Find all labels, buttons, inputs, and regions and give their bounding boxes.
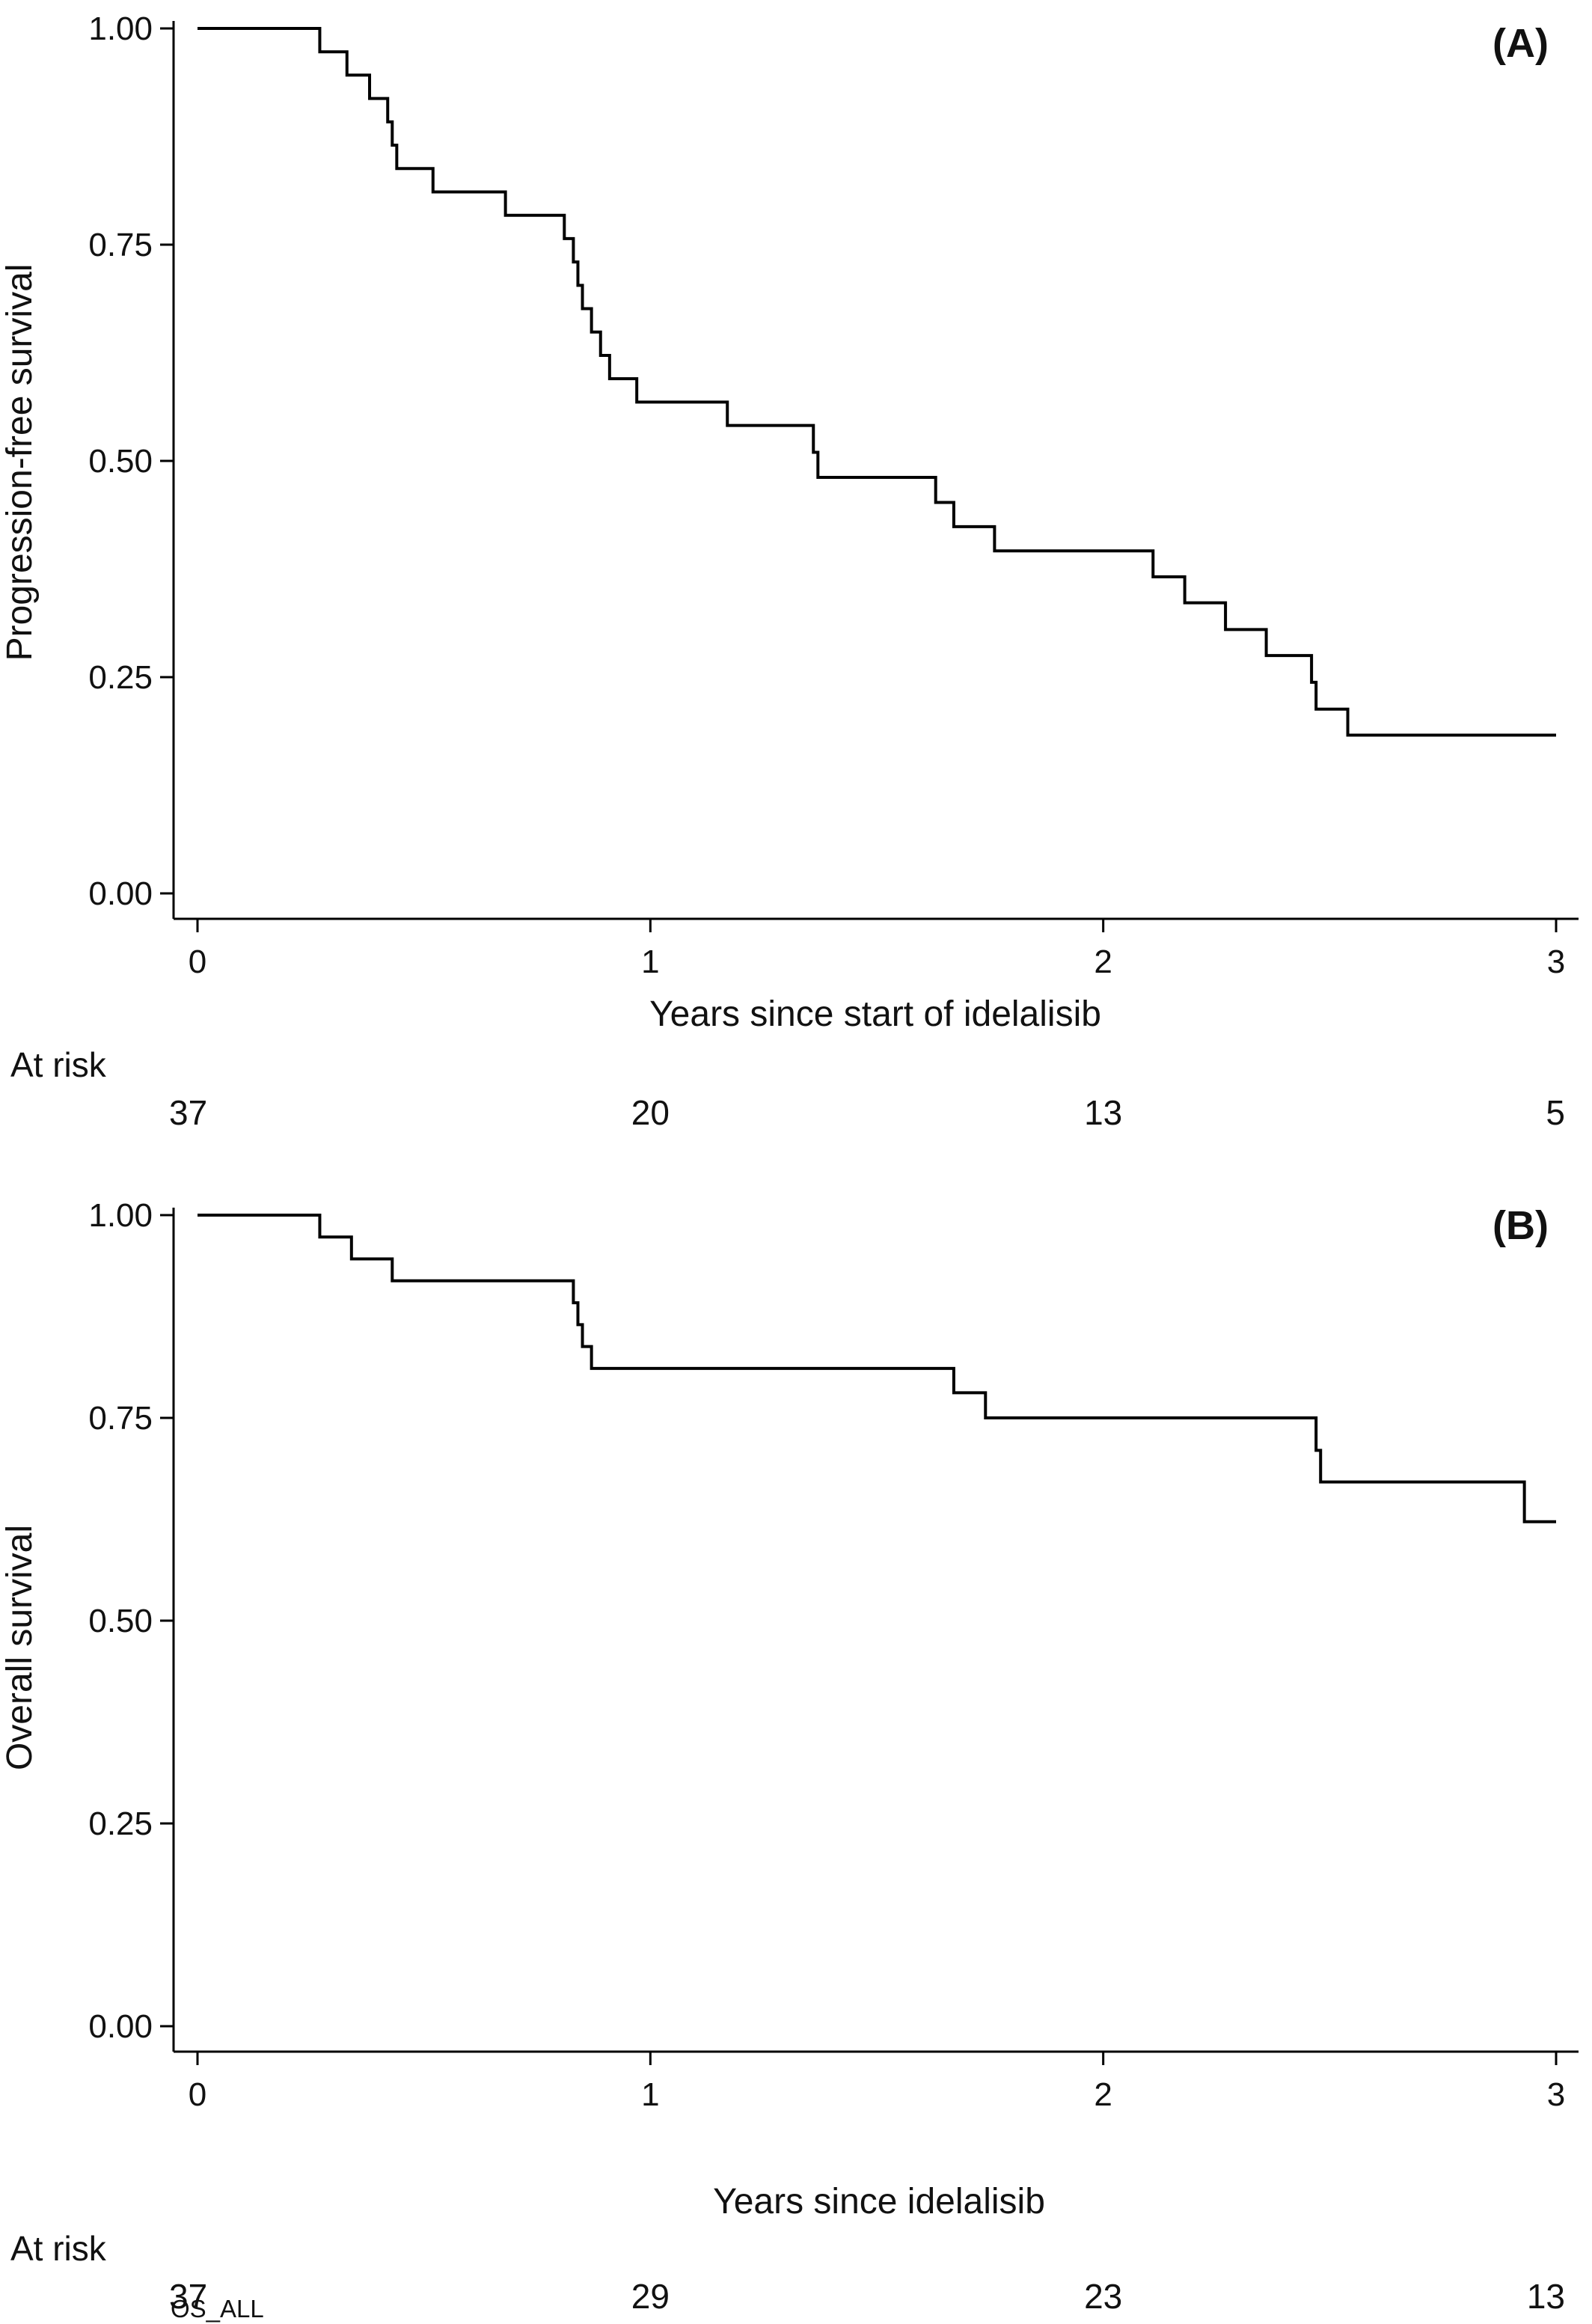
panel-b: (B) Overall survival Years since idelali…	[0, 1197, 1579, 2323]
panel-b-at-risk-count: 29	[631, 2277, 670, 2316]
panel-a-x-tick-label: 2	[1094, 944, 1112, 980]
panel-a-at-risk-count: 37	[169, 1093, 207, 1132]
panel-b-survival-curve	[198, 1214, 1556, 1523]
panel-a-x-tick-label: 3	[1547, 944, 1565, 980]
panel-b-y-tick-label: 0.75	[88, 1400, 153, 1437]
panel-b-at-risk-count: 37	[169, 2277, 207, 2316]
panel-b-x-tick-label: 1	[641, 2076, 659, 2113]
panel-a-at-risk-count: 5	[1546, 1093, 1565, 1132]
panel-b-y-tick-label: 0.25	[88, 1805, 153, 1842]
panel-a-label: (A)	[1492, 21, 1549, 66]
panel-b-y-tick-label: 0.50	[88, 1603, 153, 1639]
panel-a-y-axis-title: Progression-free survival	[0, 264, 40, 661]
panel-b-x-tick-label: 3	[1547, 2076, 1565, 2113]
panel-a-x-tick-label: 0	[189, 944, 206, 980]
panel-b-footnote: OS_ALL	[171, 2295, 264, 2323]
panel-b-x-axis-title: Years since idelalisib	[713, 2182, 1045, 2221]
panel-b-y-tick-label: 1.00	[88, 1197, 153, 1234]
panel-b-x-tick-label: 2	[1094, 2076, 1112, 2113]
panel-b-y-axis-title: Overall survival	[0, 1525, 40, 1770]
panel-a-at-risk-count: 13	[1084, 1093, 1122, 1132]
panel-a-y-tick-label: 0.00	[88, 875, 153, 912]
panel-a-x-axis-title: Years since start of idelalisib	[649, 994, 1101, 1034]
panel-a: (A) Progression-free survival Years sinc…	[0, 10, 1579, 1132]
panel-b-label: (B)	[1492, 1203, 1549, 1248]
panel-a-survival-curve	[198, 27, 1556, 737]
panel-a-at-risk-count: 20	[631, 1093, 670, 1132]
panel-a-x-tick-label: 1	[641, 944, 659, 980]
panel-b-at-risk-count: 23	[1084, 2277, 1122, 2316]
panel-b-x-tick-label: 0	[189, 2076, 206, 2113]
panel-b-at-risk-title: At risk	[10, 2229, 107, 2268]
panel-a-y-tick-label: 0.50	[88, 443, 153, 480]
panel-a-y-tick-label: 0.25	[88, 659, 153, 696]
panel-a-at-risk-title: At risk	[10, 1045, 107, 1084]
panel-b-y-tick-label: 0.00	[88, 2008, 153, 2045]
panel-b-at-risk-count: 13	[1527, 2277, 1565, 2316]
panel-a-y-tick-label: 1.00	[88, 10, 153, 47]
panel-a-y-tick-label: 0.75	[88, 227, 153, 263]
